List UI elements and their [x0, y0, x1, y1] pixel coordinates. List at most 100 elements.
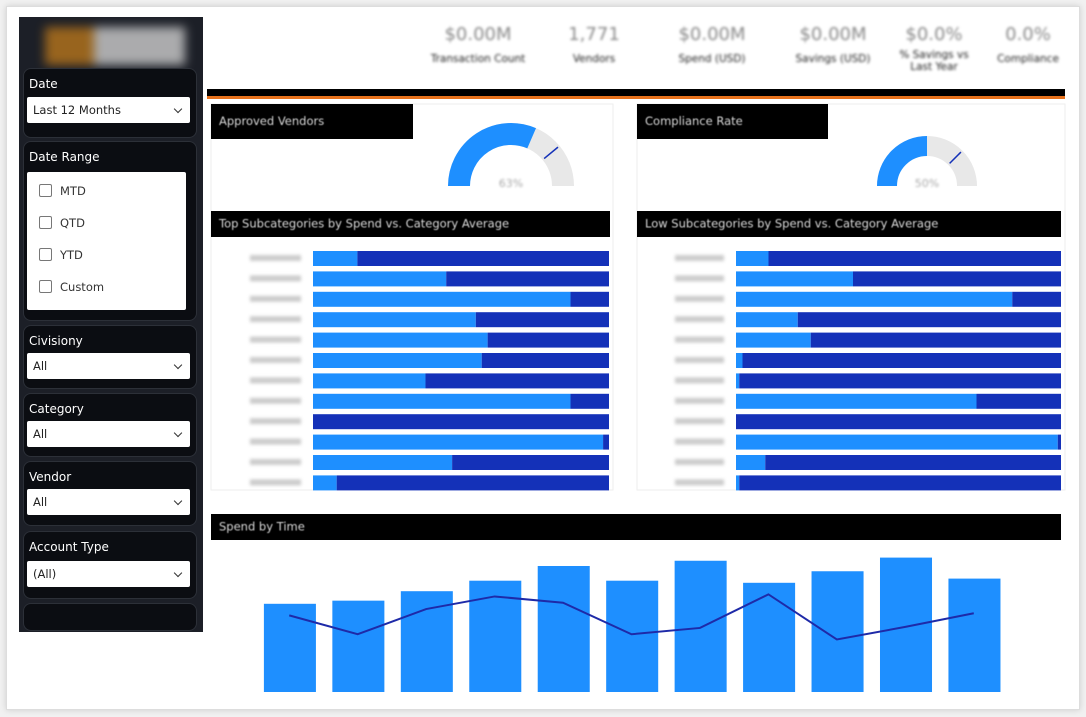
bar-segment: [742, 353, 1061, 368]
chart-title: Approved Vendors: [219, 114, 324, 128]
gauge-value: [448, 123, 537, 187]
blurred-label: [250, 255, 301, 261]
kpi: $0.00M Transaction Count: [418, 24, 538, 65]
filter-panel: Date Range MTD QTD YTD Custom: [23, 141, 197, 321]
filter-label: Category: [29, 402, 84, 416]
blurred-label: [675, 316, 724, 323]
gauge-target: [949, 151, 962, 164]
bar-segment: [313, 271, 447, 287]
dropdown[interactable]: (All): [27, 561, 190, 587]
checkbox-option[interactable]: MTD: [39, 184, 86, 198]
bar-segment: [313, 414, 609, 430]
kpi-value: 1,771: [568, 24, 620, 45]
bar-segment: [446, 271, 609, 287]
bar-segment: [452, 455, 609, 470]
sidebar: Date Last 12 Months Date Range MTD QTD Y…: [19, 17, 203, 632]
kpi-value: 0.0%: [1005, 24, 1051, 45]
filter-panel: Account Type (All): [23, 531, 197, 599]
filter-label: Date: [29, 77, 58, 91]
bar-segment: [313, 251, 358, 266]
blurred-label: [250, 479, 301, 486]
bar-segment: [736, 373, 740, 389]
kpi-label: Spend (USD): [678, 53, 746, 65]
kpi: $0.00M Savings (USD): [773, 24, 893, 65]
kpi-label: Savings (USD): [795, 53, 871, 65]
kpi-label: Transaction Count: [430, 53, 526, 65]
chart-title: Spend by Time: [219, 520, 305, 534]
bar-segment: [313, 455, 453, 470]
bar-segment: [736, 353, 743, 368]
kpi: 0.0% Compliance: [988, 24, 1068, 65]
filter-panel: Date Last 12 Months: [23, 68, 197, 138]
blurred-label: [675, 459, 724, 465]
filter-panel: [23, 603, 197, 631]
bar-segment: [810, 332, 1061, 348]
bar-segment: [739, 475, 1061, 491]
bar: [606, 580, 659, 692]
dropdown[interactable]: All: [27, 421, 190, 447]
bar-segment: [736, 414, 1061, 430]
filter-panel: Civisiony All: [23, 325, 197, 389]
filter-panel: Vendor All: [23, 461, 197, 526]
blurred-label: [250, 459, 301, 465]
filter-label: Date Range: [29, 150, 100, 164]
checkbox-option[interactable]: YTD: [39, 248, 83, 262]
title-bar: [637, 104, 828, 139]
bar-segment: [1012, 291, 1061, 307]
blurred-label: [250, 357, 301, 363]
chart-title: Top Subcategories by Spend vs. Category …: [218, 217, 509, 231]
bar-segment: [313, 353, 482, 368]
filter-label: Vendor: [29, 470, 72, 484]
bar: [537, 566, 590, 692]
bar-segment: [357, 251, 609, 266]
kpi: $0.00M Spend (USD): [652, 24, 772, 65]
gauge-label: 50%: [915, 177, 939, 190]
kpi-value: $0.00M: [444, 24, 512, 45]
kpi: 1,771 Vendors: [534, 24, 654, 65]
blurred-label: [675, 357, 724, 363]
bar: [674, 560, 727, 692]
filter-label: Civisiony: [29, 334, 83, 348]
blurred-label: [675, 438, 724, 445]
gauge-value: [877, 136, 928, 187]
bar-segment: [736, 251, 769, 266]
line: [288, 593, 974, 641]
bar-segment: [570, 291, 609, 307]
title-bar: [211, 104, 413, 139]
blurred-label: [675, 295, 724, 302]
blurred-label: [250, 438, 301, 445]
bar-segment: [313, 291, 571, 307]
bar-segment: [1057, 434, 1061, 450]
gauge-target: [543, 146, 559, 160]
bar-segment: [739, 373, 1061, 389]
blurred-label: [675, 397, 724, 404]
bar: [811, 571, 864, 692]
filter-label: Account Type: [29, 540, 109, 554]
checkbox-list: MTD QTD YTD Custom: [27, 172, 186, 310]
bar-segment: [313, 332, 488, 348]
bar-segment: [487, 332, 609, 348]
blurred-label: [250, 316, 301, 323]
bar-segment: [736, 475, 740, 491]
checkbox-option[interactable]: Custom: [39, 280, 104, 294]
bar-segment: [853, 271, 1061, 287]
blurred-label: [250, 377, 301, 384]
blurred-label: [675, 255, 724, 261]
bar-segment: [736, 393, 977, 409]
blurred-label: [250, 336, 301, 343]
kpi-label: % Savings vs Last Year: [899, 49, 969, 73]
bar: [879, 557, 933, 692]
kpi-label: Vendors: [572, 53, 616, 65]
logo: [45, 27, 185, 65]
bar: [263, 603, 316, 692]
kpi: $0.0% % Savings vs Last Year: [894, 24, 974, 73]
dropdown[interactable]: All: [27, 353, 190, 379]
dropdown[interactable]: Last 12 Months: [27, 97, 190, 123]
dropdown[interactable]: All: [27, 489, 190, 515]
bar-segment: [736, 271, 853, 287]
chart-title: Compliance Rate: [645, 114, 743, 128]
checkbox-option[interactable]: QTD: [39, 216, 85, 230]
bar-segment: [313, 312, 476, 328]
